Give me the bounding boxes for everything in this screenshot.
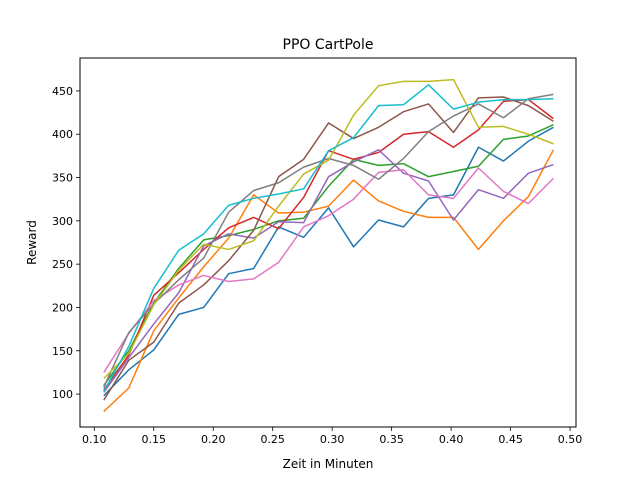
plot-frame <box>79 57 577 428</box>
x-ticks: 0.10 0.15 0.20 0.25 0.30 0.35 0.40 0.45 0.50 <box>82 427 582 446</box>
series-line-7 <box>103 167 554 373</box>
x-tick-label: 0.35 <box>379 433 404 446</box>
series-group <box>103 78 555 412</box>
x-tick-label: 0.15 <box>141 433 166 446</box>
series-line-8 <box>103 93 554 388</box>
y-tick-label: 200 <box>52 301 73 314</box>
series-line-1 <box>103 126 554 397</box>
series-line-3 <box>103 124 554 386</box>
chart-title: PPO CartPole <box>283 37 374 53</box>
x-tick-label: 0.30 <box>320 433 345 446</box>
y-tick-label: 450 <box>52 85 73 98</box>
series-line-10 <box>103 84 554 392</box>
y-tick-label: 100 <box>52 388 73 401</box>
y-tick-label: 250 <box>52 258 73 271</box>
series-line-2 <box>103 149 555 412</box>
y-tick-label: 350 <box>52 172 73 185</box>
series-line-5 <box>103 149 554 393</box>
series-line-6 <box>103 96 554 401</box>
x-tick-label: 0.45 <box>498 433 523 446</box>
y-tick-label: 300 <box>52 215 73 228</box>
y-ticks: 100 150 200 250 300 350 400 450 <box>52 85 80 401</box>
x-tick-label: 0.25 <box>260 433 285 446</box>
x-axis-label: Zeit in Minuten <box>283 457 374 471</box>
x-tick-label: 0.50 <box>558 433 583 446</box>
x-tick-label: 0.40 <box>439 433 464 446</box>
y-tick-label: 150 <box>52 345 73 358</box>
series-line-9 <box>103 78 554 380</box>
y-tick-label: 400 <box>52 128 73 141</box>
y-axis-label: Reward <box>25 220 39 265</box>
x-tick-label: 0.20 <box>201 433 226 446</box>
x-tick-label: 0.10 <box>82 433 107 446</box>
